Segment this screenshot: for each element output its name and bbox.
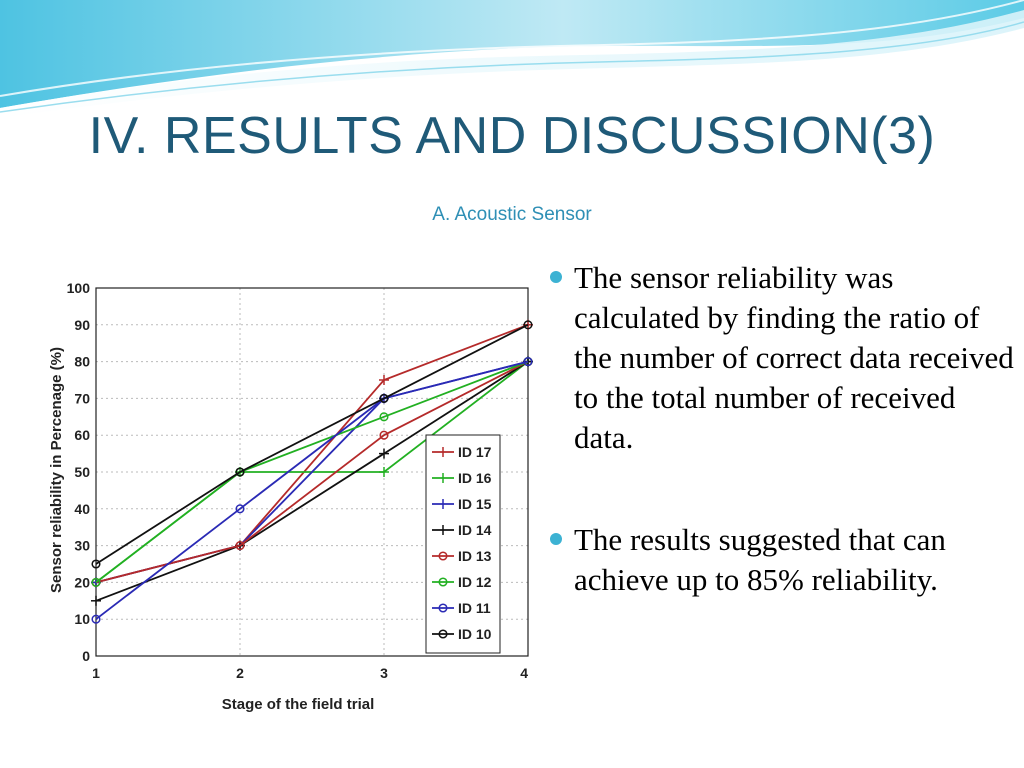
legend-label: ID 14	[458, 522, 492, 538]
series-line-id-12	[95, 360, 529, 584]
reliability-chart: 0 10 20 30 40 50 60 70 80 90 100 1 2 3 4 Stage of the …	[44, 272, 536, 716]
legend-marker	[438, 603, 448, 613]
y-axis-label: Sensor reliability in Percenage (%)	[48, 347, 65, 593]
legend-marker	[438, 629, 448, 639]
data-point-id-10	[91, 559, 101, 569]
legend-label: ID 12	[458, 574, 492, 590]
bullet-text: The results suggested that can achieve u…	[574, 522, 946, 597]
legend-marker	[438, 577, 448, 587]
data-point-id-10	[523, 320, 533, 330]
legend-entry-id-14: ID 14	[432, 522, 492, 538]
x-tick-label: 3	[380, 665, 388, 681]
y-tick-label: 0	[82, 648, 90, 664]
legend-label: ID 11	[458, 600, 491, 616]
legend-label: ID 16	[458, 470, 492, 486]
legend-entry-id-15: ID 15	[432, 496, 492, 512]
legend-entry-id-13: ID 13	[432, 548, 492, 564]
series-line-id-14	[95, 360, 529, 602]
legend-entry-id-16: ID 16	[432, 470, 492, 486]
x-tick-label: 1	[92, 665, 100, 681]
legend-marker	[438, 551, 448, 561]
y-tick-label: 10	[74, 611, 90, 627]
bullet-dot-icon	[550, 533, 562, 545]
data-point-id-14	[91, 595, 101, 606]
data-point-id-11	[523, 357, 533, 367]
legend-entry-id-17: ID 17	[432, 444, 492, 460]
y-tick-label: 30	[74, 538, 90, 554]
legend-label: ID 17	[458, 444, 492, 460]
data-point-id-13	[235, 541, 245, 551]
bullet-item: The sensor reliability was calculated by…	[548, 258, 1018, 458]
data-point-id-11	[235, 504, 245, 514]
x-tick-label: 4	[520, 665, 528, 681]
data-point-id-12	[91, 577, 101, 587]
data-point-id-14	[379, 448, 389, 459]
data-point-id-16	[379, 467, 389, 477]
y-tick-label: 50	[74, 464, 90, 480]
data-point-id-12	[379, 412, 389, 422]
legend-label: ID 10	[458, 626, 492, 642]
y-tick-label: 90	[74, 317, 90, 333]
data-point-id-17	[379, 375, 389, 385]
slide-title: IV. RESULTS AND DISCUSSION(3)	[88, 107, 936, 165]
data-point-id-11	[91, 614, 101, 624]
slide-subtitle: A. Acoustic Sensor	[432, 204, 592, 225]
bullet-item: The results suggested that can achieve u…	[548, 520, 1018, 600]
y-tick-label: 20	[74, 574, 90, 590]
tick-labels: 0 10 20 30 40 50 60 70 80 90 100 1 2 3 4	[67, 280, 529, 681]
bullet-list: The sensor reliability was calculated by…	[548, 258, 1018, 600]
y-tick-label: 60	[74, 427, 90, 443]
header-wave-decoration	[0, 0, 1024, 118]
data-point-id-13	[379, 430, 389, 440]
legend-label: ID 13	[458, 548, 492, 564]
x-tick-label: 2	[236, 665, 244, 681]
y-tick-label: 70	[74, 390, 90, 406]
series-line-id-10	[95, 323, 529, 565]
series-line-id-11	[95, 360, 529, 620]
y-tick-label: 100	[67, 280, 91, 296]
plot-frame	[95, 287, 529, 657]
data-series	[91, 319, 533, 624]
legend-label: ID 15	[458, 496, 492, 512]
series-id-10	[91, 320, 533, 569]
y-tick-label: 40	[74, 501, 90, 517]
bullet-dot-icon	[550, 271, 562, 283]
data-point-id-10	[379, 393, 389, 403]
legend-box	[425, 434, 501, 654]
y-tick-label: 80	[74, 354, 90, 370]
legend-entry-id-11: ID 11	[432, 600, 491, 616]
chart-legend: ID 17 ID 16 ID 15 ID 14 ID 13 ID 12 ID 11 ID 10	[425, 434, 501, 654]
x-axis-label: Stage of the field trial	[222, 696, 375, 713]
bullet-text: The sensor reliability was calculated by…	[574, 260, 1014, 455]
chart-svg: 0 10 20 30 40 50 60 70 80 90 100 1 2 3 4 Stage of the …	[44, 272, 536, 716]
data-point-id-10	[235, 467, 245, 477]
legend-entry-id-12: ID 12	[432, 574, 492, 590]
legend-entry-id-10: ID 10	[432, 626, 492, 642]
